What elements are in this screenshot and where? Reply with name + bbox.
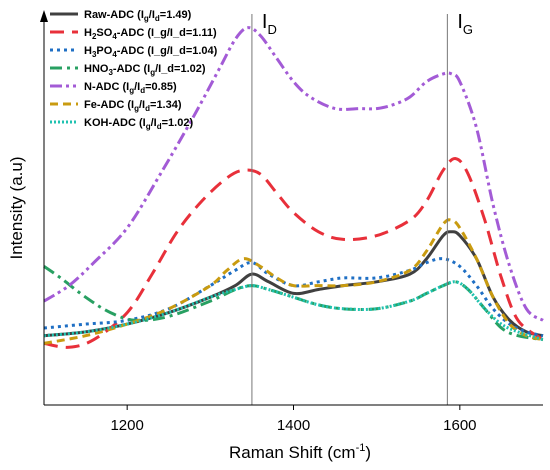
plot-area: ID IG 1200 1400 1600 — [40, 10, 544, 434]
legend-entry-label: Raw-ADC (Ig/Id=1.49) — [84, 9, 192, 23]
series-line-1 — [43, 230, 544, 338]
legend-entry-label: N-ADC (Ig/Id=0.85) — [84, 81, 177, 95]
peak-label: ID — [262, 11, 277, 37]
series-line-5 — [43, 26, 544, 322]
legend-entry-label: Fe-ADC (Ig/Id=1.34) — [84, 99, 182, 113]
legend-entry-label: H2SO4-ADC (I_g/I_d=1.11) — [84, 27, 217, 41]
series-line-7 — [43, 280, 544, 342]
annotation-layer: ID IG — [251, 11, 473, 405]
series-layer — [43, 26, 544, 349]
x-tick-label: 1600 — [443, 417, 476, 434]
legend-entry-label: H3PO4-ADC (I_g/I_d=1.04) — [84, 45, 218, 59]
series-line-2 — [43, 157, 544, 349]
x-tick-label: 1400 — [277, 417, 310, 434]
legend: Raw-ADC (Ig/Id=1.49) H2SO4-ADC (I_g/I_d=1… — [50, 9, 218, 131]
x-axis-title: Raman Shift (cm-1) — [229, 442, 371, 462]
y-axis-arrow — [40, 10, 48, 22]
legend-entry-label: HNO3-ADC (Ig/I_d=1.02) — [84, 63, 206, 77]
y-axis-title: Intensity (a.u) — [7, 157, 26, 260]
x-tick-label: 1200 — [110, 417, 143, 434]
tick-layer: 1200 1400 1600 — [110, 405, 477, 434]
series-line-3 — [43, 257, 544, 338]
legend-entry-label: KOH-ADC (Ig/Id=1.02) — [84, 117, 193, 131]
peak-label: IG — [457, 11, 473, 37]
series-line-6 — [43, 218, 544, 345]
